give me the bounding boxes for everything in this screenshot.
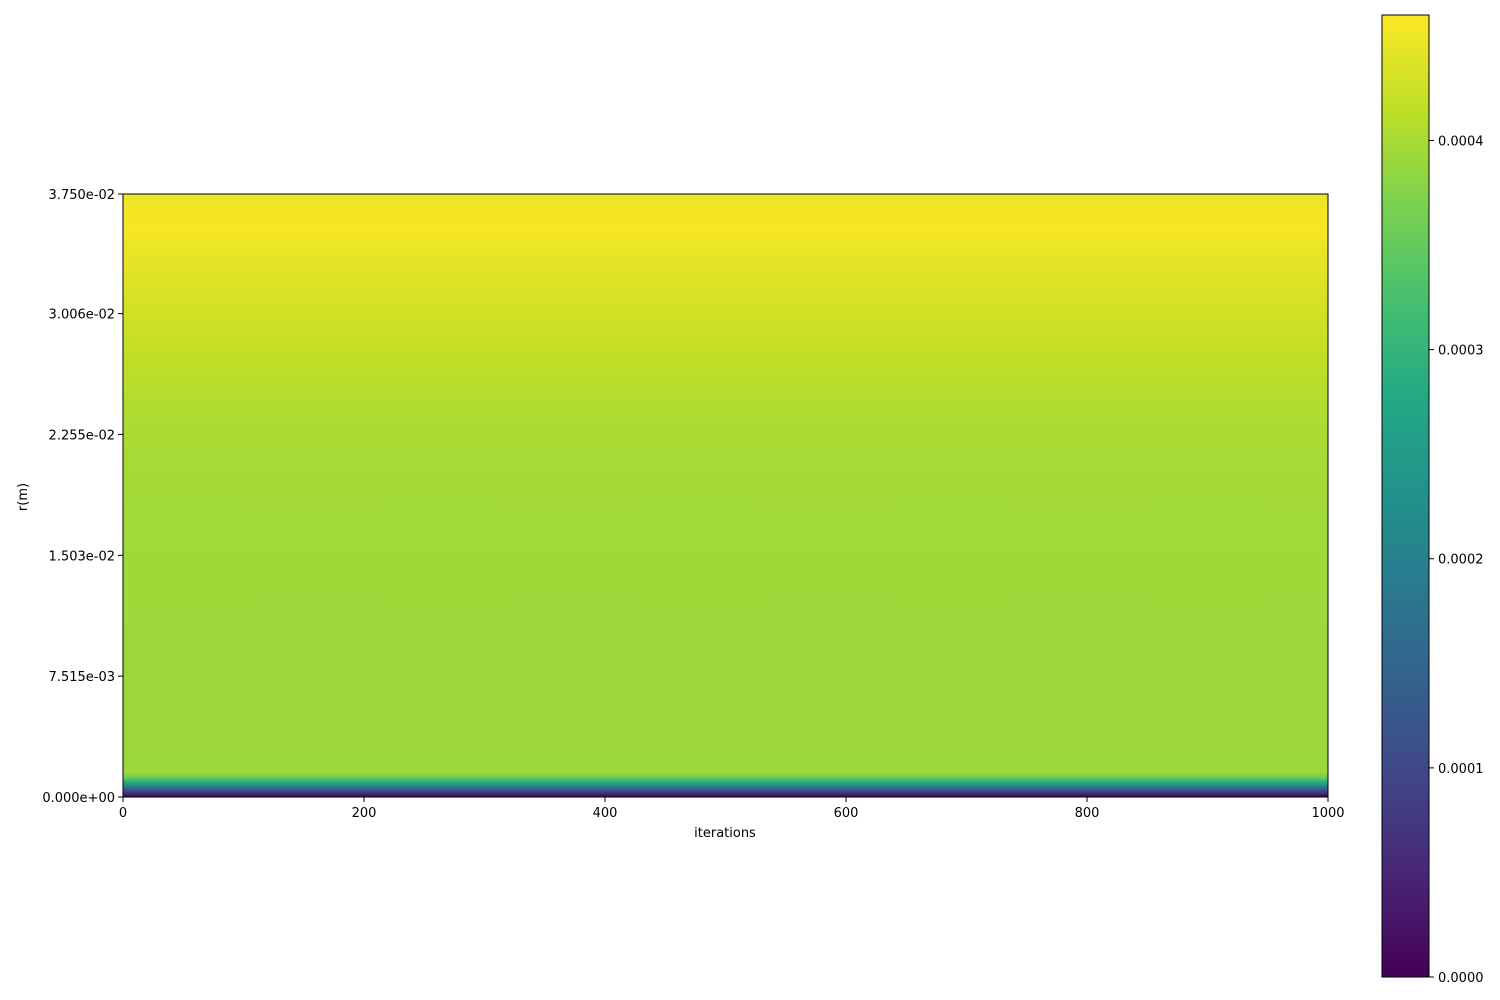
y-tick-label: 3.750e-02 (49, 188, 115, 203)
colorbar-tick-label: 0.0004 (1438, 134, 1484, 149)
x-tick-label: 400 (593, 806, 618, 821)
x-tick-label: 600 (834, 806, 859, 821)
colorbar-tick-label: 0.0001 (1438, 762, 1484, 777)
x-axis-ticks: 0 200 400 600 800 1000 (119, 797, 1345, 821)
colorbar-frame (1381, 14, 1430, 978)
colorbar-tick-label: 0.0003 (1438, 344, 1484, 359)
y-tick-label: 1.503e-02 (49, 549, 115, 564)
y-axis-ticks: 0.000e+00 7.515e-03 1.503e-02 2.255e-02 3.00… (42, 188, 123, 806)
colorbar-tick-label: 0.0000 (1438, 971, 1484, 986)
x-tick-label: 200 (352, 806, 377, 821)
colorbar (1382, 15, 1429, 977)
x-axis-label: iterations (694, 826, 756, 841)
x-tick-label: 0 (119, 806, 127, 821)
y-tick-label: 2.255e-02 (49, 428, 115, 443)
y-tick-label: 3.006e-02 (49, 308, 115, 323)
x-tick-label: 800 (1075, 806, 1100, 821)
y-axis-label: r(m) (16, 483, 31, 511)
x-tick-label: 1000 (1311, 806, 1344, 821)
colorbar-tick-label: 0.0002 (1438, 553, 1484, 568)
plot-frame (122, 193, 1329, 798)
y-tick-label: 7.515e-03 (49, 670, 115, 685)
heatmap-area (123, 194, 1328, 797)
y-tick-label: 0.000e+00 (42, 791, 115, 806)
colorbar-ticks: 0.0000 0.0001 0.0002 0.0003 0.0004 (1429, 134, 1484, 986)
